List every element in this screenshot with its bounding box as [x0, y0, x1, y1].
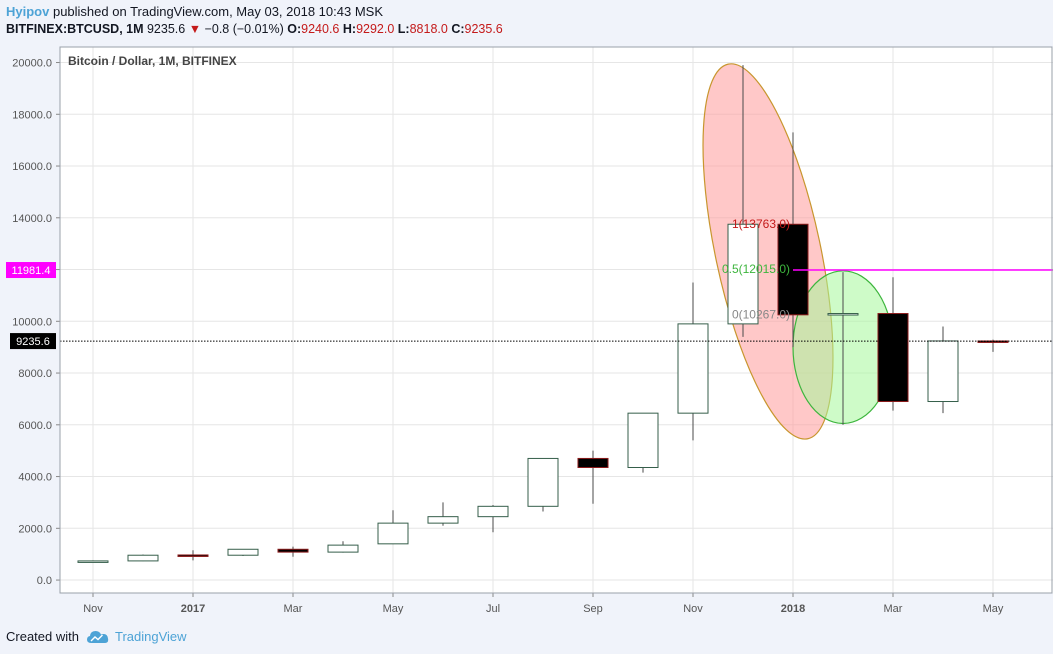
fib-level-label: 0(10267.0)	[732, 307, 790, 321]
candle	[377, 510, 409, 545]
candle-body	[677, 323, 709, 414]
y-tick-label: 4000.0	[18, 472, 52, 484]
y-tick-label: 8000.0	[18, 368, 52, 380]
fib-level-label: 1(13763.0)	[732, 217, 790, 231]
candle	[527, 457, 559, 512]
candle-body	[277, 548, 309, 553]
x-tick-label: May	[983, 603, 1004, 615]
candle-body	[227, 548, 259, 556]
created-with-label: Created with	[6, 629, 79, 644]
tradingview-brand-link[interactable]: TradingView	[114, 629, 187, 644]
candle-body	[727, 223, 759, 325]
fib-level-label: 0.5(12015.0)	[722, 262, 790, 276]
hline-price-tag	[6, 262, 56, 279]
candlestick-chart[interactable]: 0.02000.04000.06000.08000.010000.012000.…	[6, 42, 1053, 620]
candle-body	[427, 516, 459, 524]
close-value: 9235.6	[464, 22, 503, 36]
chart-title: Bitcoin / Dollar, 1M, BITFINEX	[68, 54, 237, 68]
plot-frame	[59, 46, 1053, 594]
candle-body	[477, 505, 509, 518]
x-tick-label: Sep	[583, 603, 603, 615]
tradingview-cloud-icon[interactable]	[86, 630, 109, 644]
candle	[327, 541, 359, 553]
x-tick-label: Jul	[486, 603, 500, 615]
candle-body	[77, 560, 109, 563]
y-tick-label: 16000.0	[12, 161, 52, 173]
symbol-line: BITFINEX:BTCUSD, 1M 9235.6 ▼ −0.8 (−0.01…	[6, 22, 503, 36]
candle	[277, 546, 309, 557]
open-value: 9240.6	[301, 22, 340, 36]
x-tick-label: 2017	[181, 603, 205, 615]
y-tick-label: 0.0	[37, 575, 52, 587]
high-label: H:	[342, 22, 357, 36]
candle	[577, 450, 609, 504]
symbol-label: BITFINEX:BTCUSD, 1M	[6, 22, 144, 36]
x-tick-label: Nov	[683, 603, 703, 615]
candle-body	[577, 457, 609, 468]
candle-body	[377, 522, 409, 545]
down-arrow-icon: ▼	[188, 22, 202, 36]
candle-body	[327, 544, 359, 553]
last-price-label: 9235.6	[16, 336, 50, 348]
chart-header: Hyipov published on TradingView.com, May…	[0, 0, 1053, 42]
candle-body	[527, 457, 559, 507]
published-text: published on TradingView.com, May 03, 20…	[52, 4, 383, 19]
candle	[827, 272, 859, 425]
x-tick-label: Mar	[884, 603, 903, 615]
y-tick-label: 18000.0	[12, 109, 52, 121]
last-price-tag	[10, 333, 56, 350]
y-tick-label: 20000.0	[12, 58, 52, 70]
candle-body	[177, 554, 209, 557]
candle-body	[627, 412, 659, 468]
candle	[177, 550, 209, 561]
candle	[477, 505, 509, 533]
chart-area[interactable]: 0.02000.04000.06000.08000.010000.012000.…	[6, 42, 1053, 620]
close-label: C:	[451, 22, 465, 36]
y-tick-label: 2000.0	[18, 523, 52, 535]
low-label: L:	[397, 22, 410, 36]
open-label: O:	[287, 22, 302, 36]
x-tick-label: 2018	[781, 603, 805, 615]
candle-body	[927, 340, 959, 403]
footer: Created with TradingView	[6, 629, 187, 644]
candle-body	[827, 313, 859, 316]
low-value: 8818.0	[409, 22, 448, 36]
candle	[627, 412, 659, 473]
publisher-name[interactable]: Hyipov	[6, 4, 50, 19]
change-value: −0.8 (−0.01%)	[204, 22, 284, 36]
candle-body	[127, 554, 159, 562]
candle	[677, 282, 709, 441]
hline-price-label: 11981.4	[12, 265, 51, 277]
y-tick-label: 10000.0	[12, 316, 52, 328]
candle	[427, 502, 459, 526]
candle	[877, 277, 909, 411]
candle	[727, 65, 759, 337]
candle-body	[877, 313, 909, 403]
x-tick-label: Nov	[83, 603, 103, 615]
candle	[77, 560, 109, 563]
x-tick-label: May	[383, 603, 404, 615]
x-tick-label: Mar	[284, 603, 303, 615]
publish-line: Hyipov published on TradingView.com, May…	[6, 4, 383, 19]
candle	[927, 326, 959, 414]
candle	[127, 554, 159, 562]
high-value: 9292.0	[356, 22, 395, 36]
last-price: 9235.6	[146, 22, 186, 36]
candle	[227, 548, 259, 556]
y-tick-label: 6000.0	[18, 420, 52, 432]
y-tick-label: 14000.0	[12, 213, 52, 225]
